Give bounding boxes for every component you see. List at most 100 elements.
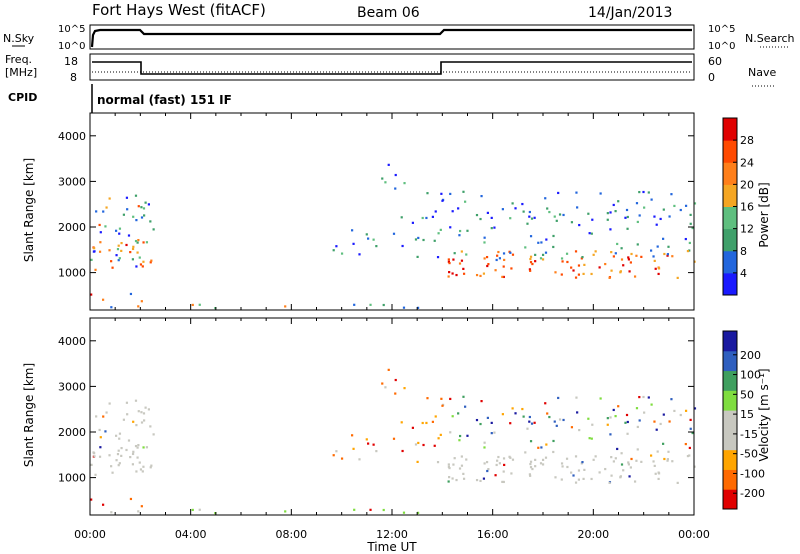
velocity-echo [394,392,397,395]
power-echo [475,213,479,217]
velocity-echo [140,505,143,508]
velocity-echo [561,465,564,468]
velocity-echo [636,425,639,429]
power-echo [580,257,583,260]
power-echo [591,218,594,221]
velocity-echo [137,443,140,447]
velocity-echo [544,456,548,459]
power-echo [612,255,615,258]
power-echo [127,234,131,237]
y-tick-label: 2000 [58,221,86,234]
power-echo [496,254,499,257]
power-echo [451,210,454,213]
power-echo [577,264,581,267]
velocity-echo [657,477,660,481]
velocity-panel-frame [89,317,695,516]
velocity-echo [94,473,97,476]
power-echo [662,208,665,211]
colorbar-tick-label: -100 [740,467,765,480]
colorbar-band [723,410,737,431]
power-echo [587,212,590,215]
power-echo [125,243,128,247]
velocity-echo [587,417,590,420]
velocity-echo [554,476,557,479]
velocity-echo [530,422,534,425]
power-echo [447,275,450,278]
colorbar-tick-label: 15 [740,408,754,421]
velocity-echo [566,465,569,469]
velocity-echo [135,470,138,473]
power-echo [590,232,593,235]
velocity-echo [139,468,143,471]
power-echo [588,232,591,235]
power-echo [449,226,452,229]
velocity-echo [617,405,620,408]
velocity-echo [102,415,105,418]
velocity-echo [638,395,641,399]
power-echo [544,251,548,254]
velocity-echo [509,456,512,459]
velocity-echo [90,463,93,466]
nsearch-tick-bottom: 10^0 [708,41,735,52]
colorbar-frame [722,330,738,510]
colorbar-tick-label: 16 [740,201,754,214]
velocity-echo [673,409,676,413]
power-echo [426,192,429,195]
velocity-echo [555,424,558,427]
velocity-echo [620,463,624,466]
power-echo [141,265,144,268]
velocity-echo [137,510,140,513]
velocity-echo [625,413,629,417]
velocity-echo [575,396,578,399]
velocity-echo [451,415,454,418]
velocity-echo [372,443,375,446]
power-echo [509,217,512,220]
power-echo [110,260,113,263]
velocity-echo [462,472,465,475]
power-echo [503,258,506,262]
power-echo [403,182,406,185]
velocity-echo [140,411,143,414]
power-echo [638,190,641,194]
velocity-echo [495,463,498,467]
velocity-echo [352,447,355,450]
power-echo [574,250,578,253]
velocity-axes: 1000 2000 3000 4000 00:00 04:00 08:00 12:00 16:0… [58,318,710,541]
velocity-echo [137,410,140,413]
power-echo [635,202,639,205]
velocity-echo [392,437,396,440]
power-echo [108,249,111,252]
power-echo [688,241,691,245]
velocity-echo [638,419,641,422]
colorbar-band [723,350,737,372]
velocity-echo [540,446,543,449]
power-echo [387,163,390,166]
velocity-echo [666,459,669,462]
power-echo [560,273,563,276]
velocity-echo [129,455,132,459]
velocity-echo [560,462,564,465]
velocity-echo [670,398,673,401]
velocity-echo [448,466,451,470]
power-echo [614,210,617,213]
colorbar-band [723,390,737,411]
power-echo [610,251,613,254]
power-echo [624,216,627,219]
power-echo [502,275,505,279]
velocity-echo [594,455,597,458]
velocity-echo [384,386,387,389]
power-echo [129,250,132,254]
velocity-echo [560,478,563,481]
velocity-echo [630,457,633,461]
velocity-echo [482,477,486,480]
velocity-echo [534,458,537,461]
velocity-echo [440,397,443,400]
colorbar-band [723,250,737,274]
velocity-echo [132,420,135,423]
velocity-echo [610,456,613,459]
velocity-echo [574,455,578,458]
power-echo [642,190,645,194]
power-echo [139,263,143,266]
power-echo [493,226,496,229]
power-echo [643,206,646,209]
